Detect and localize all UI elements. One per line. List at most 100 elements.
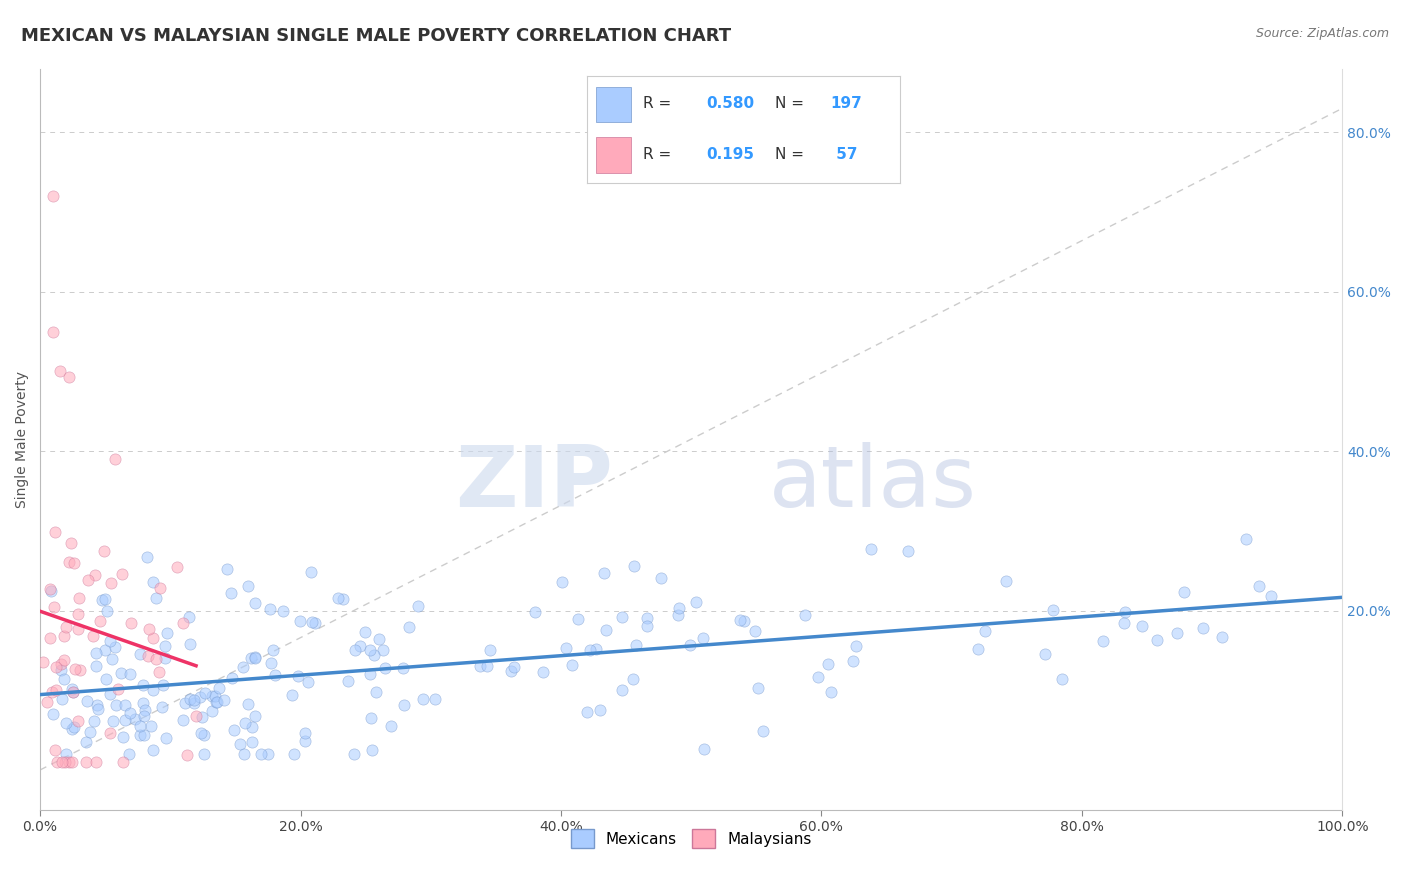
Point xyxy=(589,703,612,717)
Point xyxy=(98,687,121,701)
Point xyxy=(45,683,67,698)
Point xyxy=(294,726,316,740)
Point xyxy=(39,584,62,599)
Point xyxy=(63,720,86,734)
Point xyxy=(363,648,385,662)
Point xyxy=(52,629,75,643)
Point xyxy=(354,624,377,639)
Point xyxy=(44,525,66,540)
Point xyxy=(179,637,201,651)
Point xyxy=(155,731,177,745)
Point xyxy=(271,604,294,618)
Point xyxy=(243,596,266,610)
Point xyxy=(69,663,91,677)
Point xyxy=(134,703,156,717)
Point xyxy=(1173,585,1195,599)
Point xyxy=(60,682,83,697)
Point xyxy=(294,734,316,748)
Point xyxy=(550,575,572,590)
Point xyxy=(35,695,58,709)
Point xyxy=(578,643,600,657)
Point xyxy=(155,650,177,665)
Point xyxy=(287,668,309,682)
Point xyxy=(138,622,160,636)
Point xyxy=(360,711,382,725)
Point xyxy=(281,688,304,702)
Point xyxy=(297,675,319,690)
Point xyxy=(172,713,194,727)
Point xyxy=(190,690,212,704)
Point xyxy=(60,755,83,769)
Point xyxy=(468,659,491,673)
Point xyxy=(87,702,110,716)
Point xyxy=(66,607,89,621)
Point xyxy=(60,723,83,737)
Point xyxy=(82,629,104,643)
Point xyxy=(229,737,252,751)
Point xyxy=(58,370,80,384)
Point xyxy=(150,699,173,714)
Point xyxy=(359,643,381,657)
Point xyxy=(107,681,129,696)
Point xyxy=(145,652,167,666)
Point xyxy=(666,608,689,623)
Point xyxy=(1092,634,1115,648)
Point xyxy=(567,612,589,626)
Point xyxy=(148,665,170,679)
Point xyxy=(93,642,115,657)
Point xyxy=(236,579,259,593)
Point xyxy=(136,550,159,565)
Point xyxy=(124,712,146,726)
Point xyxy=(172,616,194,631)
Point xyxy=(636,619,658,633)
Point xyxy=(621,673,644,687)
Point xyxy=(817,657,839,671)
Point xyxy=(359,666,381,681)
Point xyxy=(636,610,658,624)
Point xyxy=(326,591,349,605)
Point xyxy=(44,742,66,756)
Point xyxy=(136,648,159,663)
Point xyxy=(118,706,141,721)
Point xyxy=(142,683,165,698)
Point xyxy=(860,541,883,556)
Point xyxy=(153,640,176,654)
Point xyxy=(200,689,222,703)
Point xyxy=(77,573,100,587)
Point xyxy=(380,719,402,733)
Point xyxy=(208,681,231,696)
Point xyxy=(360,743,382,757)
Point xyxy=(145,591,167,605)
Point xyxy=(240,721,263,735)
Point xyxy=(612,683,634,698)
Point xyxy=(205,695,228,709)
Point xyxy=(93,544,115,558)
Point xyxy=(176,748,198,763)
Point xyxy=(142,574,165,589)
Point xyxy=(111,566,134,581)
Point xyxy=(67,591,90,606)
Point xyxy=(820,685,842,699)
Point xyxy=(104,640,127,655)
Point xyxy=(39,582,62,597)
Point xyxy=(96,672,118,686)
Point xyxy=(76,694,98,708)
Point xyxy=(368,632,391,646)
Point xyxy=(42,706,65,721)
Point xyxy=(391,661,413,675)
Point xyxy=(222,723,245,737)
Legend: Mexicans, Malaysians: Mexicans, Malaysians xyxy=(565,823,818,854)
Point xyxy=(86,698,108,713)
Point xyxy=(60,535,83,549)
Point xyxy=(152,678,174,692)
Point xyxy=(733,614,755,628)
Point xyxy=(585,641,607,656)
Point xyxy=(49,663,72,677)
Point xyxy=(129,727,152,741)
Point xyxy=(1191,621,1213,635)
Point xyxy=(129,647,152,661)
Point xyxy=(104,452,127,467)
Point xyxy=(245,650,267,665)
Point xyxy=(845,639,868,653)
Point xyxy=(193,747,215,761)
